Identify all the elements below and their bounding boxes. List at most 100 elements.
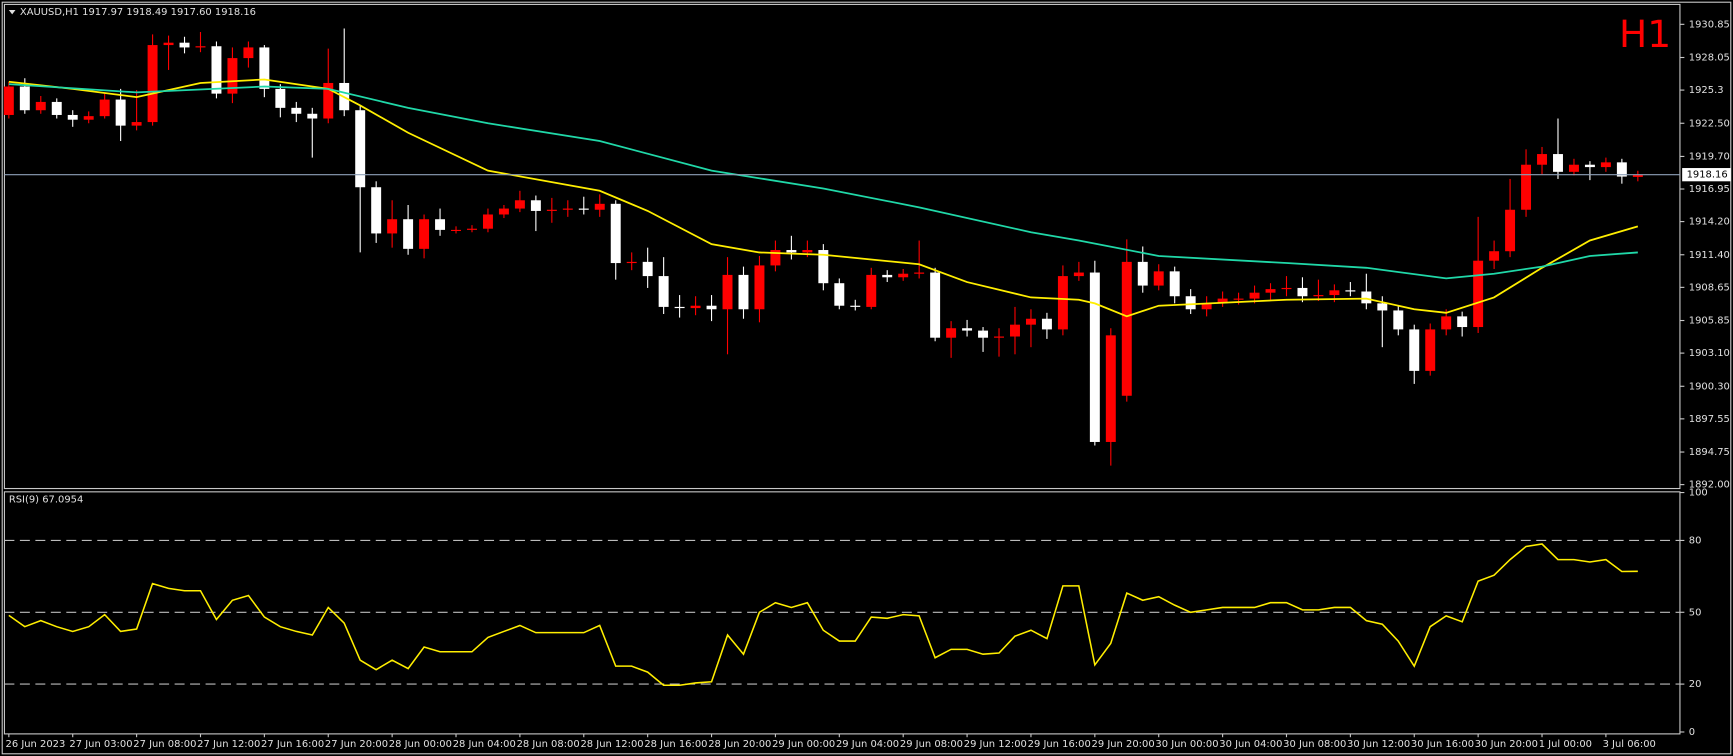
candle-body xyxy=(1185,296,1196,310)
candle-body xyxy=(658,276,669,307)
x-tick-label: 29 Jun 16:00 xyxy=(1028,739,1091,750)
y-tick-label: 1925.3 xyxy=(1689,85,1724,96)
candle-body xyxy=(770,250,781,266)
y-tick-label: 50 xyxy=(1689,607,1702,618)
candle-body xyxy=(866,274,877,307)
x-tick-label: 29 Jun 00:00 xyxy=(772,739,835,750)
x-tick-label: 27 Jun 20:00 xyxy=(325,739,388,750)
x-tick-label: 26 Jun 2023 xyxy=(6,739,66,750)
y-tick-label: 100 xyxy=(1689,488,1708,499)
candle-body xyxy=(35,101,46,111)
candle-body xyxy=(1137,261,1148,286)
candle-body xyxy=(403,219,414,249)
candle-body xyxy=(626,261,637,264)
x-tick-label: 3 Jul 06:00 xyxy=(1603,739,1656,750)
candle-body xyxy=(1217,298,1228,304)
candle-body xyxy=(1345,290,1356,292)
candle-body xyxy=(1121,261,1132,396)
rsi-panel xyxy=(3,491,1681,735)
candle-body xyxy=(1425,329,1436,371)
candle-body xyxy=(1169,271,1180,297)
y-tick-label: 0 xyxy=(1689,727,1695,738)
candle-body xyxy=(387,219,398,234)
candle-body xyxy=(371,187,382,234)
candle-body xyxy=(786,250,797,253)
x-tick-label: 1 Jul 00:00 xyxy=(1539,739,1592,750)
candle-body xyxy=(1616,162,1627,177)
candle-body xyxy=(834,283,845,306)
x-tick-label: 28 Jun 20:00 xyxy=(708,739,771,750)
candle-body xyxy=(19,86,30,111)
x-tick-label: 30 Jun 12:00 xyxy=(1347,739,1410,750)
y-tick-label: 1905.85 xyxy=(1689,316,1730,327)
current-price-box xyxy=(1682,168,1731,182)
x-tick-label: 29 Jun 20:00 xyxy=(1092,739,1155,750)
candle-body xyxy=(482,214,493,229)
candle-body xyxy=(51,101,62,115)
candle-body xyxy=(131,122,142,126)
x-tick-label: 29 Jun 12:00 xyxy=(964,739,1027,750)
candle-body xyxy=(227,58,238,94)
candle-body xyxy=(1568,164,1579,172)
menu-arrow xyxy=(8,9,16,15)
candle-body xyxy=(1584,164,1595,168)
y-tick-label: 20 xyxy=(1689,679,1702,690)
candle-body xyxy=(259,47,270,89)
candle-body xyxy=(1361,291,1372,304)
candle-body xyxy=(115,99,126,126)
candle-body xyxy=(1457,316,1468,328)
candle-body xyxy=(179,42,190,48)
candle-body xyxy=(850,305,861,307)
x-tick-label: 28 Jun 12:00 xyxy=(580,739,643,750)
rsi-line xyxy=(8,543,1638,687)
candle-body xyxy=(674,306,685,309)
candle-body xyxy=(307,113,318,119)
candle-body xyxy=(1153,271,1164,286)
y-tick-label: 1900.30 xyxy=(1689,381,1730,392)
candle-body xyxy=(1489,251,1500,261)
timeframe-label: H1 xyxy=(1619,12,1671,56)
candle-body xyxy=(1473,260,1484,328)
candle-body xyxy=(195,46,206,48)
candle-body xyxy=(147,45,158,123)
candle-body xyxy=(1025,318,1036,325)
candle-body xyxy=(530,200,541,211)
candle-body xyxy=(1600,162,1611,168)
y-tick-label: 1930.85 xyxy=(1689,19,1730,30)
candle-body xyxy=(419,219,430,249)
x-tick-label: 28 Jun 00:00 xyxy=(389,739,452,750)
y-tick-label: 1908.65 xyxy=(1689,282,1730,293)
candle-body xyxy=(275,88,286,108)
candle-body xyxy=(610,203,621,264)
candle-body xyxy=(738,274,749,310)
y-tick-label: 1894.75 xyxy=(1689,447,1730,458)
x-tick-label: 27 Jun 08:00 xyxy=(133,739,196,750)
candle-body xyxy=(642,261,653,277)
candle-body xyxy=(1297,287,1308,297)
candle-body xyxy=(1041,318,1052,330)
moving-average xyxy=(8,83,1638,280)
candle-body xyxy=(1553,154,1563,172)
candle-body xyxy=(722,274,733,310)
candle-body xyxy=(451,229,461,231)
candle-body xyxy=(930,272,941,338)
y-tick-label: 1914.20 xyxy=(1689,217,1730,228)
candle-body xyxy=(323,82,334,119)
candle-body xyxy=(898,273,909,278)
candle-body xyxy=(1393,310,1404,330)
x-tick-label: 28 Jun 04:00 xyxy=(453,739,516,750)
x-tick-label: 30 Jun 16:00 xyxy=(1411,739,1474,750)
x-tick-label: 30 Jun 20:00 xyxy=(1475,739,1538,750)
candle-body xyxy=(1281,287,1292,290)
x-tick-label: 27 Jun 16:00 xyxy=(261,739,324,750)
price-panel xyxy=(3,3,1681,490)
x-tick-label: 28 Jun 16:00 xyxy=(644,739,707,750)
candle-body xyxy=(914,272,925,274)
y-tick-label: 1922.50 xyxy=(1689,118,1730,129)
candle-body xyxy=(1505,209,1516,252)
current-price-label: 1918.16 xyxy=(1687,170,1728,181)
candle-body xyxy=(1377,303,1388,311)
moving-average xyxy=(8,78,1639,318)
